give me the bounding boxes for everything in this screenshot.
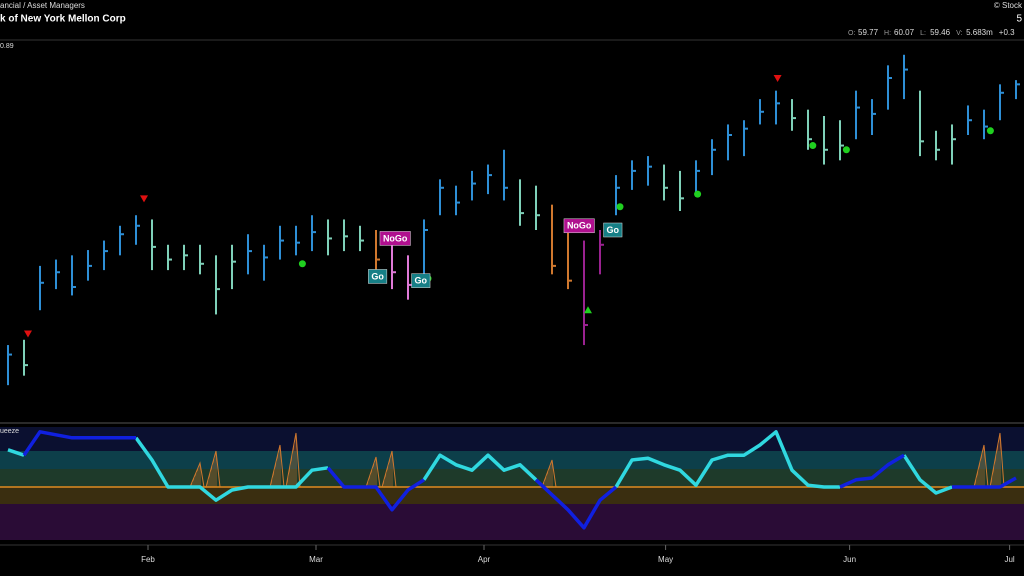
annotation-box	[563, 218, 595, 234]
annotation: Go	[368, 269, 388, 284]
quote-label: O:	[848, 30, 855, 37]
x-tick-label: Feb	[141, 555, 155, 564]
squeeze	[205, 450, 221, 488]
signal-dot	[986, 127, 994, 135]
x-tick-label: Jun	[843, 555, 856, 564]
signal-down	[140, 195, 148, 203]
quote-value: 59.77	[858, 28, 879, 37]
x-tick-label: Mar	[309, 555, 323, 564]
chart-title: k of New York Mellon Corp	[0, 14, 126, 25]
corner-label: 5	[1016, 14, 1022, 25]
annotation-label: Go	[607, 225, 620, 235]
band	[0, 504, 1024, 540]
oscillator-line	[22, 430, 1017, 530]
signal-dot	[842, 146, 850, 154]
signal-dot	[694, 190, 702, 198]
signal-down	[773, 75, 782, 82]
signal-down	[24, 330, 32, 338]
signal-dot	[809, 142, 817, 150]
quote-value: 5.683m	[966, 28, 993, 37]
annotation-box	[411, 273, 431, 288]
signal-up	[584, 306, 592, 314]
annotation: NoGo	[379, 231, 411, 246]
annotation-label: NoGo	[383, 233, 408, 243]
quote-value: 60.07	[894, 28, 915, 37]
annotation-label: NoGo	[567, 221, 592, 231]
annotation-box	[368, 269, 388, 284]
annotation: NoGo	[563, 218, 595, 234]
quote-label: H:	[884, 30, 891, 37]
annotation-label: Go	[371, 271, 384, 281]
x-tick-label: Apr	[478, 555, 491, 564]
quote-value: 59.46	[930, 28, 951, 37]
quote-label: L:	[920, 30, 926, 37]
x-tick-label: May	[658, 555, 673, 564]
quote-label: V:	[956, 30, 962, 37]
signal-dot	[616, 203, 624, 211]
band	[0, 469, 1024, 487]
signal-dot	[298, 260, 306, 268]
oscillator-line	[7, 430, 953, 502]
annotation-label: Go	[415, 276, 428, 286]
oscillator-bands	[0, 427, 1024, 540]
price-label: 0.89	[0, 43, 14, 50]
copyright: © Stock	[994, 1, 1023, 10]
annotation-box	[603, 222, 623, 238]
squeeze	[285, 432, 301, 488]
x-tick-label: Jul	[1004, 555, 1014, 564]
breadcrumb: ancial / Asset Managers	[0, 1, 85, 10]
panel-label: ueeze	[0, 428, 19, 435]
band	[0, 487, 1024, 504]
annotation-box	[379, 231, 411, 246]
annotation: Go	[411, 273, 431, 288]
annotation: Go	[603, 222, 623, 238]
quote-value: +0.3	[999, 28, 1015, 37]
band	[0, 451, 1024, 469]
band	[0, 427, 1024, 451]
